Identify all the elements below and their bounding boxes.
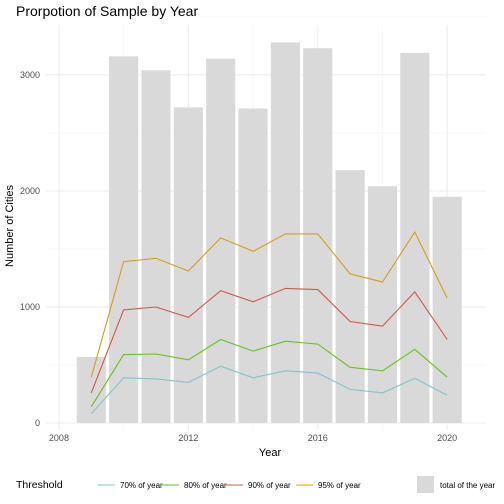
- line-series-4: [90, 230, 448, 378]
- y-tick-label: 2000: [20, 186, 40, 196]
- legend-label: 70% of year: [120, 481, 163, 490]
- y-axis-title: Number of Cities: [4, 185, 16, 267]
- bar-series-total: [76, 42, 462, 424]
- legend-key-4: 95% of year: [296, 481, 361, 490]
- bar-2017: [335, 170, 365, 424]
- line-series-3: [90, 287, 448, 394]
- legend-swatch: [417, 476, 434, 493]
- legend-title: Threshold: [16, 479, 63, 491]
- bar-2019: [400, 52, 430, 424]
- legend-label: total of the year: [440, 481, 495, 490]
- bar-2016: [303, 48, 333, 424]
- bar-2013: [206, 58, 236, 424]
- legend-label: 95% of year: [318, 481, 361, 490]
- x-axis-title: Year: [259, 447, 282, 459]
- x-tick-label: 2016: [308, 433, 328, 443]
- bar-2018: [367, 186, 398, 424]
- legend: Threshold 70% of year 80% of year 90% of y…: [16, 476, 495, 493]
- y-axis-ticks: 0 1000 2000 3000: [20, 70, 40, 428]
- bar-2012: [173, 107, 203, 424]
- line-series-group: [90, 230, 448, 415]
- legend-key-bars: total of the year: [417, 476, 495, 493]
- line-series-1: [90, 365, 448, 415]
- y-tick-label: 1000: [20, 302, 40, 312]
- bar-2010: [109, 56, 139, 424]
- legend-label: 90% of year: [248, 481, 291, 490]
- legend-key-2: 80% of year: [162, 481, 227, 490]
- x-tick-label: 2012: [178, 433, 198, 443]
- y-tick-label: 0: [35, 418, 40, 428]
- bar-2011: [141, 70, 171, 424]
- bar-2020: [432, 196, 462, 424]
- y-tick-label: 3000: [20, 70, 40, 80]
- x-tick-label: 2008: [49, 433, 69, 443]
- bar-2014: [238, 108, 268, 424]
- x-tick-label: 2020: [437, 433, 457, 443]
- line-series-2: [90, 338, 448, 408]
- bar-2015: [270, 42, 300, 424]
- x-axis-ticks: 2008 2012 2016 2020: [49, 433, 457, 443]
- chart-title: Prorpotion of Sample by Year: [16, 3, 198, 19]
- legend-label: 80% of year: [184, 481, 227, 490]
- legend-key-3: 90% of year: [226, 481, 291, 490]
- legend-key-1: 70% of year: [98, 481, 163, 490]
